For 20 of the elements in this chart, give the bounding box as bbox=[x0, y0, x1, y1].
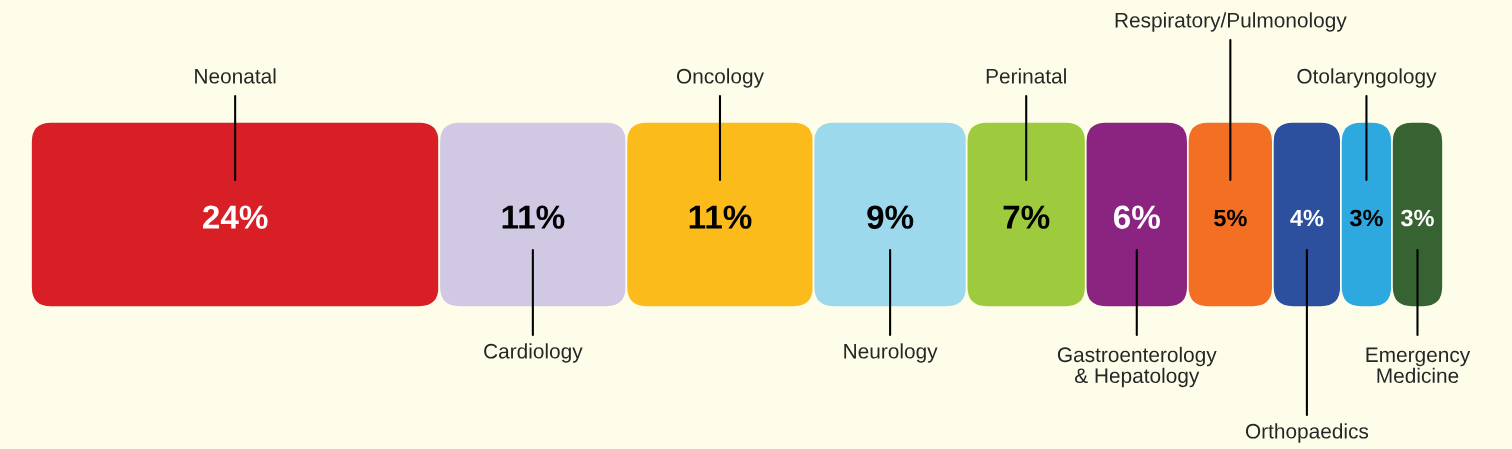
series-label: Cardiology bbox=[484, 343, 583, 363]
data-label: 3% bbox=[1401, 209, 1434, 227]
series-label: Perinatal bbox=[986, 68, 1066, 84]
data-label: 24% bbox=[203, 205, 268, 229]
series-label: Neurology bbox=[844, 343, 938, 363]
data-label: 11% bbox=[502, 205, 565, 229]
text: Gastroenterology & Hepatology bbox=[1057, 346, 1217, 388]
data-label: 6% bbox=[1113, 205, 1160, 229]
data-label: 4% bbox=[1290, 209, 1324, 227]
data-label: 7% bbox=[1003, 205, 1050, 229]
data-label: 3% bbox=[1349, 209, 1383, 227]
data-label: 11% bbox=[689, 205, 752, 229]
text: Otolaryngology bbox=[1297, 68, 1437, 88]
series-label: Oncology bbox=[676, 68, 764, 88]
text: Respiratory/Pulmonology bbox=[1115, 12, 1347, 32]
text: Emergency Medicine bbox=[1366, 347, 1471, 384]
series-label: Neonatal bbox=[195, 68, 276, 84]
text: Orthopaedics bbox=[1245, 423, 1369, 443]
data-label: 5% bbox=[1214, 209, 1247, 227]
data-label: 9% bbox=[867, 205, 914, 229]
